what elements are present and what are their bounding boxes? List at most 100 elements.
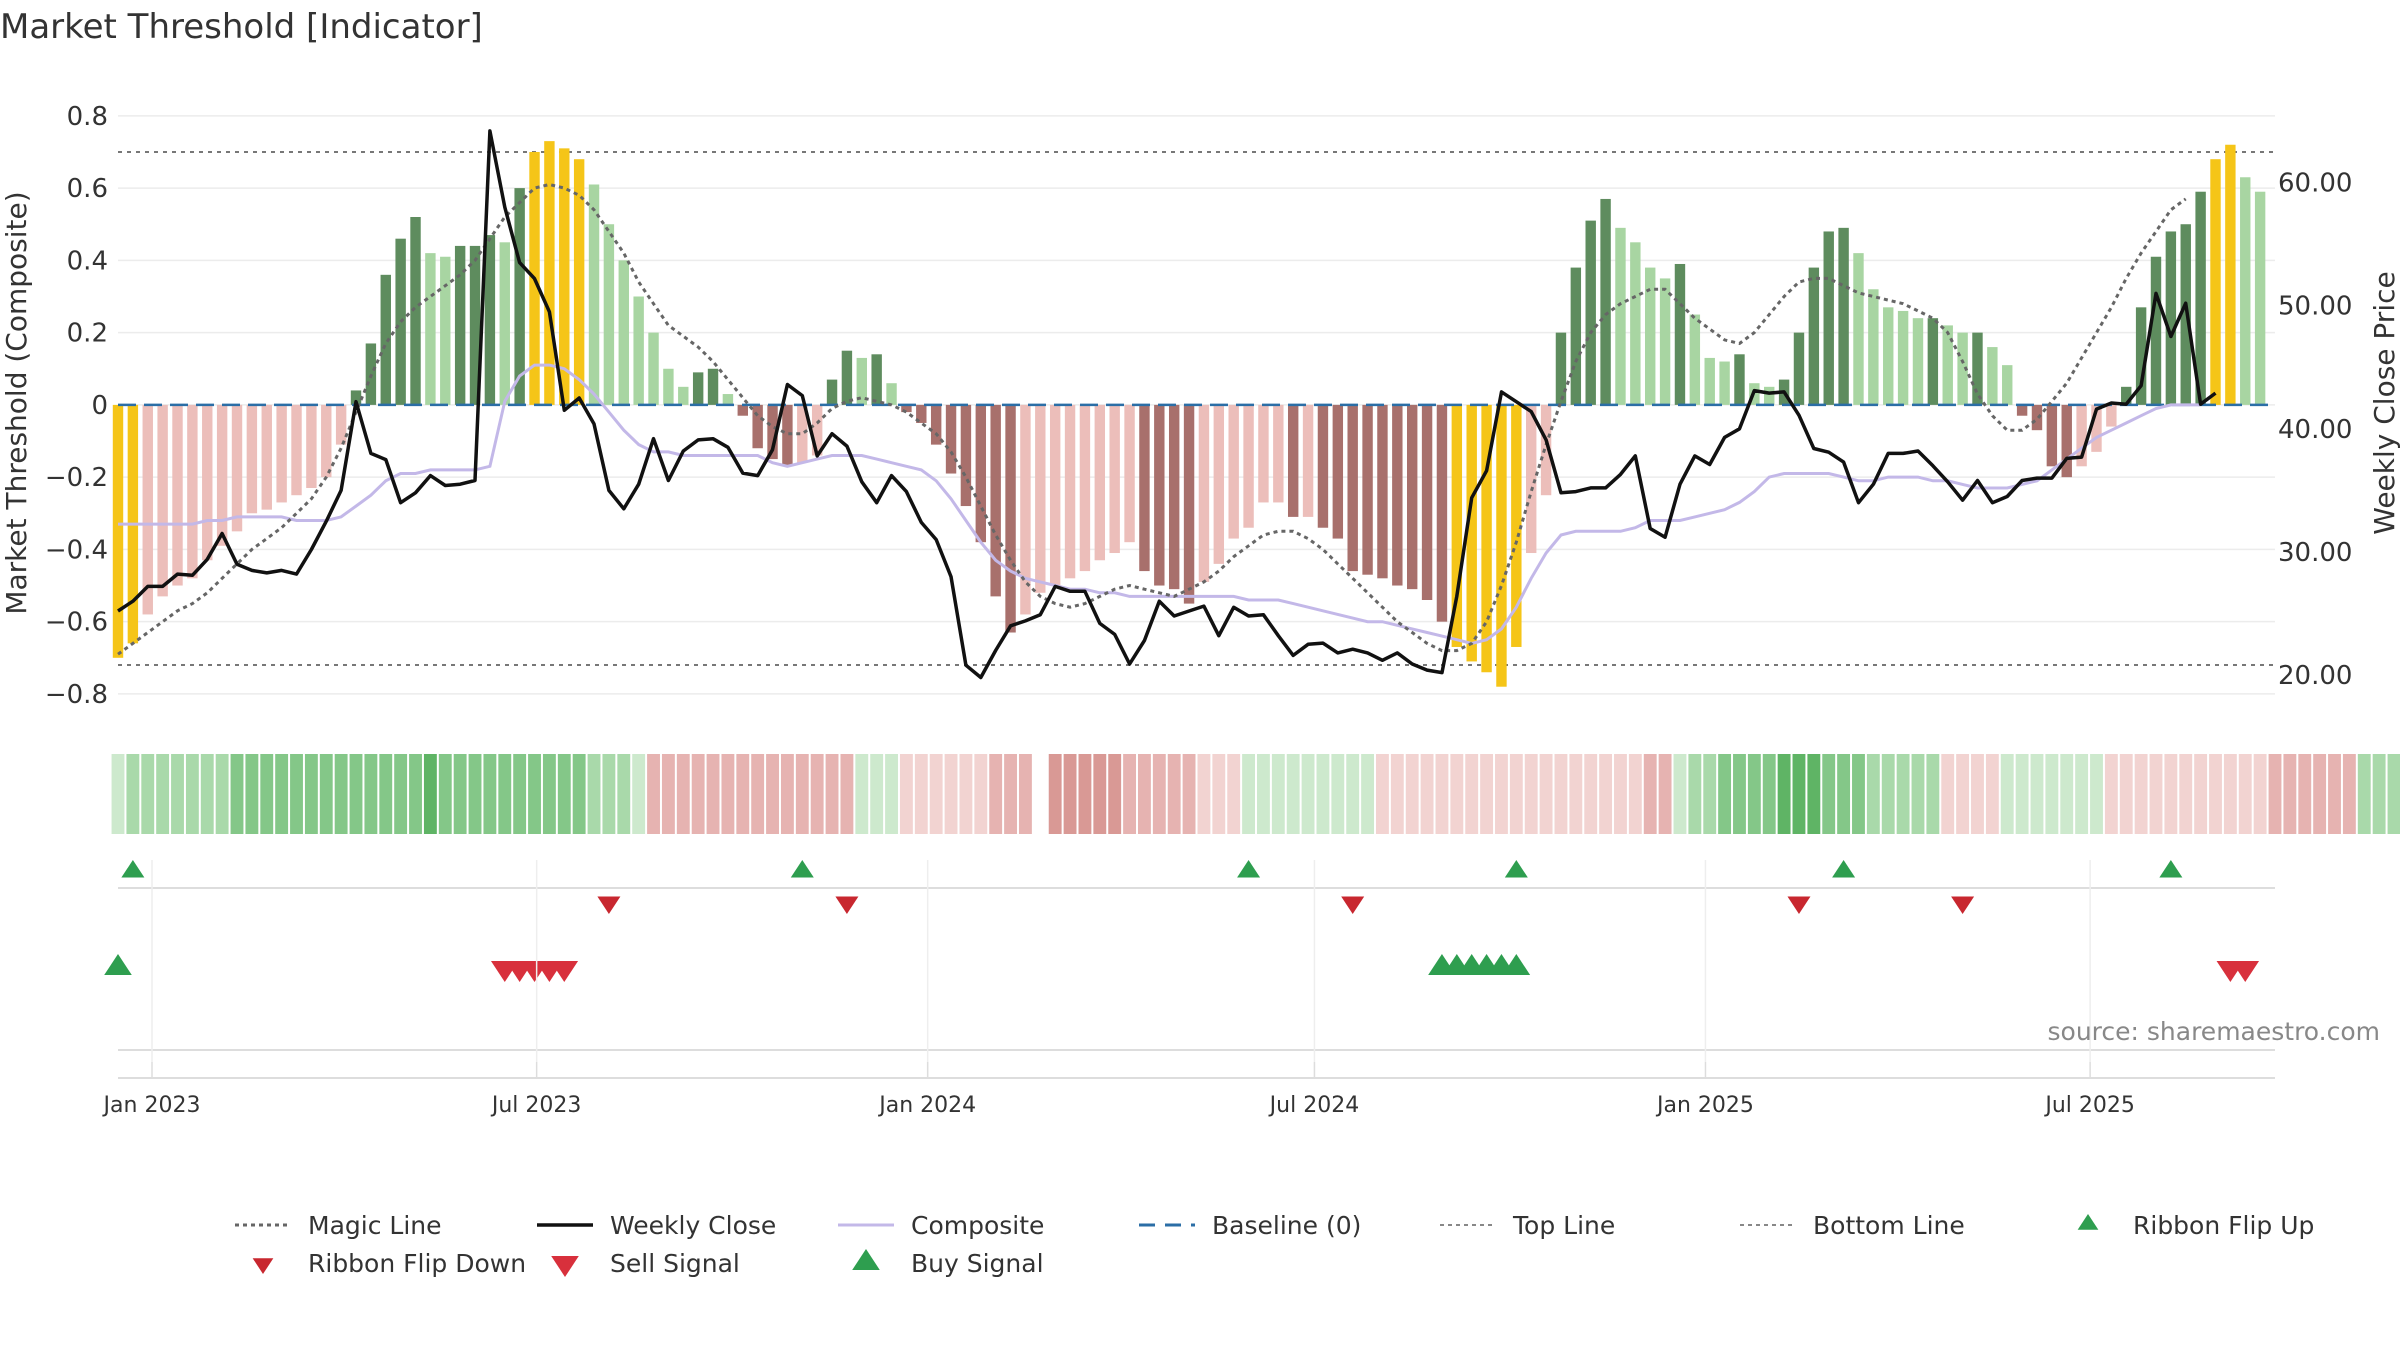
- threshold-bar: [1972, 332, 1983, 405]
- ribbon-cell: [1658, 754, 1672, 834]
- ribbon-flip-up-marker: [1504, 860, 1528, 878]
- threshold-bar: [1332, 404, 1344, 539]
- threshold-bar: [2016, 404, 2028, 416]
- threshold-bar: [663, 368, 674, 405]
- ribbon-cell: [1703, 754, 1717, 834]
- ribbon-cell: [1733, 754, 1746, 834]
- ribbon-cell: [1465, 754, 1479, 834]
- legend-label: Sell Signal: [610, 1249, 740, 1278]
- threshold-bar: [1764, 386, 1775, 405]
- ribbon-cell: [438, 754, 452, 834]
- ribbon-cell: [944, 754, 958, 834]
- threshold-bar: [1942, 325, 1953, 405]
- ribbon-cell: [1673, 754, 1687, 834]
- threshold-bar: [380, 274, 391, 405]
- ribbon-cell: [1569, 754, 1583, 834]
- left-y-tick-label: 0: [91, 391, 108, 421]
- ribbon-cell: [2283, 754, 2297, 834]
- threshold-bar: [1302, 404, 1314, 517]
- ribbon-cell: [2045, 754, 2059, 834]
- right-y-tick-label: 30.00: [2278, 538, 2352, 568]
- ribbon-cell: [855, 754, 869, 834]
- ribbon-cell: [1822, 754, 1836, 834]
- ribbon-cell: [899, 754, 913, 834]
- threshold-bar: [1377, 404, 1388, 579]
- ribbon-cell: [2298, 754, 2312, 834]
- threshold-bar: [1674, 263, 1686, 405]
- threshold-bar: [1183, 404, 1195, 604]
- ribbon-cell: [2090, 754, 2103, 834]
- ribbon-cell: [602, 754, 616, 834]
- threshold-bar: [112, 404, 124, 658]
- x-tick-label: Jul 2024: [1268, 1093, 1360, 1118]
- right-y-axis: 60.00 50.00 40.00 30.00 20.00: [2278, 169, 2352, 691]
- ribbon-cell: [1628, 754, 1642, 834]
- ribbon-cell: [1123, 754, 1136, 834]
- threshold-bar: [425, 253, 436, 405]
- ribbon-cell: [587, 754, 601, 834]
- ribbon-cell: [2328, 754, 2341, 834]
- threshold-bar: [901, 404, 912, 413]
- ribbon-cell: [885, 754, 898, 834]
- ribbon-cell: [2372, 754, 2386, 834]
- legend-label: Ribbon Flip Down: [308, 1249, 526, 1278]
- ribbon-cell: [111, 754, 125, 834]
- ribbon-cell: [290, 754, 303, 834]
- ribbon-cell: [1331, 754, 1345, 834]
- threshold-bar: [1139, 404, 1150, 572]
- legend-item: Composite: [838, 1211, 1044, 1240]
- ribbon-cell: [1985, 754, 1999, 834]
- ribbon-cell: [1941, 754, 1955, 834]
- ribbon-cell: [1718, 754, 1732, 834]
- threshold-bar: [2165, 231, 2177, 405]
- ribbon-cell: [1390, 754, 1404, 834]
- threshold-bar: [588, 184, 600, 405]
- threshold-bar: [1466, 404, 1477, 662]
- legend-label: Ribbon Flip Up: [2133, 1211, 2314, 1240]
- threshold-bar: [1883, 307, 1894, 405]
- threshold-bar: [1049, 404, 1061, 586]
- ribbon-cell: [691, 754, 705, 834]
- threshold-bar: [1868, 289, 1879, 405]
- ribbon-cell: [2268, 754, 2282, 834]
- threshold-bar: [2195, 191, 2206, 405]
- ribbon-cell: [1762, 754, 1776, 834]
- ribbon-cell: [2164, 754, 2178, 834]
- ribbon-cell: [1405, 754, 1419, 834]
- threshold-bar: [618, 260, 629, 405]
- ribbon-cell: [2342, 754, 2356, 834]
- ribbon-cell: [2209, 754, 2222, 834]
- threshold-bar: [603, 224, 615, 405]
- threshold-bar: [1213, 404, 1225, 564]
- ribbon-cell: [1346, 754, 1360, 834]
- threshold-bar: [1317, 404, 1329, 528]
- ribbon-cell: [364, 754, 378, 834]
- right-y-axis-label: Weekly Close Price: [2368, 271, 2400, 534]
- ribbon-cell: [1361, 754, 1375, 834]
- threshold-bar: [1987, 347, 1998, 405]
- threshold-bar: [930, 404, 942, 445]
- ribbon-cell: [914, 754, 928, 834]
- threshold-bar: [1168, 404, 1180, 590]
- legend-item: Buy Signal: [852, 1249, 1044, 1278]
- ribbon-cell: [1048, 754, 1062, 834]
- ribbon-cell: [1376, 754, 1389, 834]
- left-y-tick-label: −0.2: [45, 463, 108, 493]
- ribbon-cell: [528, 754, 541, 834]
- threshold-bar: [633, 296, 644, 405]
- threshold-bars: [112, 141, 2266, 687]
- threshold-bar: [1228, 404, 1239, 539]
- ribbon-cell: [156, 754, 170, 834]
- ribbon-cell: [572, 754, 586, 834]
- threshold-bar: [1585, 220, 1596, 405]
- threshold-bar: [157, 404, 168, 597]
- legend-item: Bottom Line: [1740, 1211, 1965, 1240]
- ribbon-flip-down-marker: [1341, 896, 1365, 914]
- threshold-bar: [1094, 404, 1106, 561]
- right-y-tick-label: 60.00: [2278, 169, 2352, 199]
- threshold-bar: [216, 404, 228, 546]
- ribbon-cell: [751, 754, 765, 834]
- ribbon-cell: [2149, 754, 2163, 834]
- threshold-bar: [1273, 404, 1284, 503]
- threshold-bar: [172, 404, 183, 586]
